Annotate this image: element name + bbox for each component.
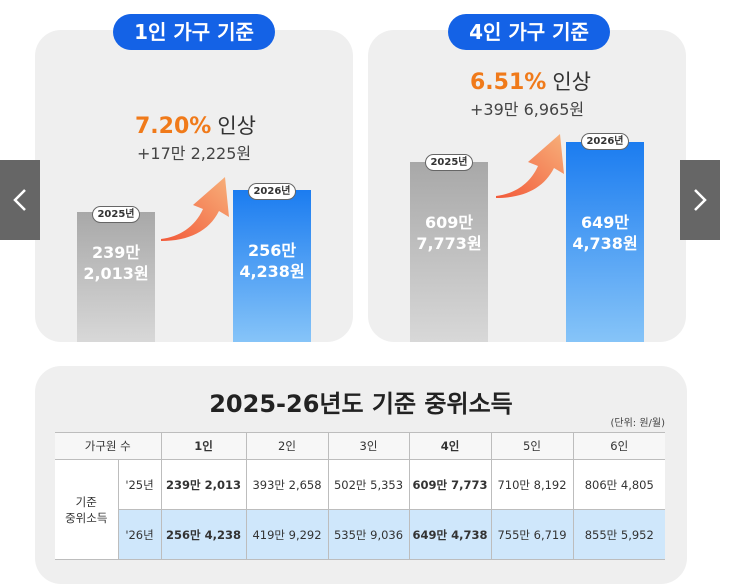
row-year: '26년 — [117, 509, 162, 560]
increase-rate: 7.20% 인상 — [135, 110, 256, 140]
chevron-right-icon — [694, 189, 707, 211]
table-row: '26년 256만 4,238 419만 9,292 535만 9,036 64… — [55, 509, 665, 560]
header-2-person: 2인 — [245, 432, 329, 460]
year-badge-2025: 2025년 — [92, 206, 140, 223]
carousel-prev-button[interactable] — [0, 160, 40, 240]
bar-2026-amount-line2: 4,738원 — [572, 234, 638, 253]
carousel-next-button[interactable] — [680, 160, 720, 240]
increase-word: 인상 — [552, 70, 591, 94]
panel-4-person: 6.51% 인상 +39만 6,965원 609만 7,773원 2025년 64… — [368, 30, 686, 342]
bar-2025-amount-line1: 239만 — [91, 243, 141, 262]
header-6-person: 6인 — [572, 432, 665, 460]
bar-2026: 256만 4,238원 — [233, 190, 311, 342]
bar-2025-amount-line2: 2,013원 — [83, 264, 149, 283]
bar-2026: 649만 4,738원 — [566, 142, 644, 342]
year-badge-2025: 2025년 — [425, 154, 473, 171]
row-group-label-line2: 중위소득 — [65, 510, 108, 525]
bar-2025: 239만 2,013원 — [77, 212, 155, 342]
table-cell: 609만 7,773 — [408, 459, 492, 510]
table-cell: 256만 4,238 — [160, 509, 247, 560]
chevron-left-icon — [13, 189, 26, 211]
panel-2-title: 4인 가구 기준 — [448, 14, 610, 50]
increase-arrow-icon — [161, 177, 229, 241]
increase-arrow-icon — [496, 134, 564, 198]
increase-percent: 7.20% — [135, 114, 212, 139]
table-cell: 419만 9,292 — [245, 509, 329, 560]
year-badge-2026: 2026년 — [248, 183, 296, 200]
table-cell: 535만 9,036 — [327, 509, 410, 560]
table-cell: 393만 2,658 — [245, 459, 329, 510]
table-cell: 239만 2,013 — [160, 459, 247, 510]
row-group-label-line1: 기준 — [75, 494, 97, 509]
increase-percent: 6.51% — [470, 70, 547, 95]
bar-2025: 609만 7,773원 — [410, 162, 488, 342]
bar-2025-amount-line2: 7,773원 — [416, 234, 482, 253]
header-4-person: 4인 — [408, 432, 492, 460]
header-household-size: 가구원 수 — [55, 432, 162, 460]
median-income-table-card: 2025-26년도 기준 중위소득 (단위: 원/월) 가구원 수 1인 2인 … — [35, 366, 687, 584]
increase-word: 인상 — [217, 114, 256, 138]
table-cell: 649만 4,738 — [408, 509, 492, 560]
row-group-label: 기준 중위소득 — [55, 459, 119, 560]
year-badge-2026: 2026년 — [581, 133, 629, 150]
bar-2026-amount-line2: 4,238원 — [239, 262, 305, 281]
increase-rate: 6.51% 인상 — [470, 66, 591, 96]
increase-amount: +17만 2,225원 — [137, 144, 252, 163]
bar-2026-amount-line1: 256만 — [247, 241, 297, 260]
panel-1-person: 7.20% 인상 +17만 2,225원 239만 2,013원 2025년 25… — [35, 30, 353, 342]
header-1-person: 1인 — [160, 432, 247, 460]
bar-2026-amount-line1: 649만 — [580, 213, 630, 232]
bar-2025-amount-line1: 609만 — [424, 213, 474, 232]
row-year: '25년 — [117, 459, 162, 510]
table-row: 기준 중위소득 '25년 239만 2,013 393만 2,658 502만 … — [55, 459, 665, 560]
table-cell: 710만 8,192 — [490, 459, 574, 510]
table-cell: 755만 6,719 — [490, 509, 574, 560]
panel-1-title: 1인 가구 기준 — [113, 14, 275, 50]
header-3-person: 3인 — [327, 432, 410, 460]
header-5-person: 5인 — [490, 432, 574, 460]
table-unit: (단위: 원/월) — [610, 418, 665, 429]
table-title: 2025-26년도 기준 중위소득 — [209, 390, 513, 418]
median-income-table: 가구원 수 1인 2인 3인 4인 5인 6인 기준 중위소득 '25년 239… — [55, 432, 665, 560]
table-cell: 502만 5,353 — [327, 459, 410, 510]
increase-amount: +39만 6,965원 — [470, 100, 585, 119]
table-cell: 855만 5,952 — [572, 509, 665, 560]
table-cell: 806만 4,805 — [572, 459, 665, 510]
